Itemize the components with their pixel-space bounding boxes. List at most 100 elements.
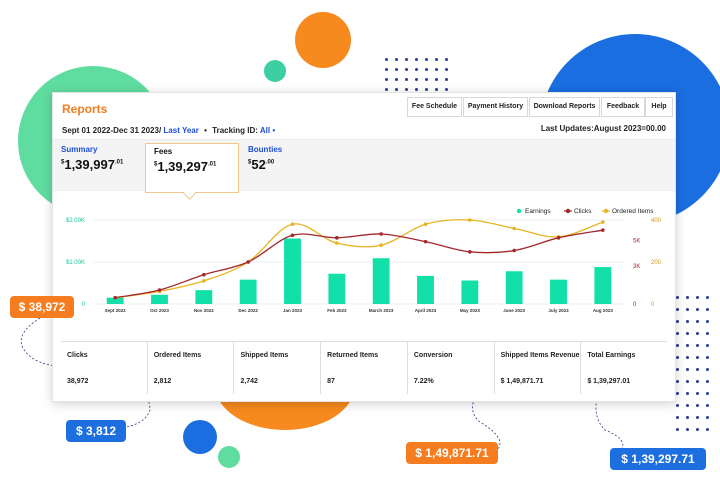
orange-circle-top-decor: [295, 12, 351, 68]
earnings-bar: [594, 267, 612, 304]
right-tick-label: 0: [633, 302, 637, 308]
earnings-bar: [372, 258, 390, 304]
x-tick-label: Oct 2023: [150, 308, 169, 313]
date-range: Sept 01 2022-Dec 31 2023/: [62, 126, 162, 135]
clicks-point: [157, 288, 162, 292]
x-tick-label: Feb 2023: [327, 308, 347, 313]
x-tick-label: March 2023: [369, 308, 394, 313]
bounties-tab[interactable]: Bounties $52.00: [248, 145, 282, 172]
ordered-items-point: [335, 241, 339, 245]
help-button[interactable]: Help: [645, 97, 673, 117]
earnings-bar: [239, 279, 257, 304]
clicks-line: [115, 229, 603, 299]
page-title: Reports: [62, 102, 108, 116]
earnings-bar: [417, 275, 434, 304]
x-tick-label: July 2023: [548, 308, 569, 313]
clicks-point: [379, 232, 383, 236]
stat-value: $ 1,39,297.01: [587, 378, 631, 385]
left-tick-label: $1.00K: [66, 260, 85, 266]
stat-label: Ordered Items: [153, 352, 202, 359]
download-reports-button[interactable]: Download Reports: [529, 97, 600, 117]
tracking-dot: •: [272, 126, 276, 135]
earnings-bar: [151, 294, 168, 304]
right-tick-label: 0: [651, 302, 655, 308]
stat-cell: Conversion 7.22%: [408, 342, 495, 394]
bounties-value: 52: [251, 157, 266, 172]
currency-symbol: $: [154, 161, 158, 168]
stat-cell: Ordered Items 2,812: [148, 342, 235, 394]
summary-tab[interactable]: Summary $1,39,997.01: [61, 145, 123, 172]
payment-history-button[interactable]: Payment History: [463, 97, 528, 117]
summary-decimal: .01: [114, 159, 124, 166]
ordered-items-point: [202, 279, 206, 283]
x-tick-label: May 2023: [460, 308, 481, 313]
bounties-decimal: .00: [265, 159, 275, 166]
clicks-point: [246, 260, 250, 264]
clicks-point: [335, 236, 339, 240]
clicks-badge: $ 38,972: [10, 296, 74, 318]
clicks-point: [113, 295, 117, 300]
right-tick-label: 3K: [633, 264, 640, 270]
clicks-point: [512, 248, 516, 253]
x-tick-label: April 2023: [415, 308, 437, 313]
stat-cell: Shipped Items 2,742: [234, 342, 322, 394]
legend-swatch: [516, 208, 522, 214]
left-tick-label: 0: [82, 302, 86, 308]
ordered-badge: $ 3,812: [66, 420, 126, 442]
currency-symbol: $: [248, 159, 252, 166]
period-selector[interactable]: Last Year: [163, 126, 199, 135]
currency-symbol: $: [61, 159, 65, 166]
earnings-bar: [550, 279, 567, 304]
stat-label: Shipped Items: [240, 352, 289, 359]
summary-value: 1,39,997: [64, 157, 115, 172]
fees-label: Fees: [154, 147, 173, 156]
stat-value: 7.22%: [413, 378, 434, 385]
date-range-row: Sept 01 2022-Dec 31 2023/ Last Year • Tr…: [62, 126, 275, 135]
stat-value: 2,812: [153, 378, 172, 385]
clicks-point: [556, 236, 561, 240]
x-tick-label: Dec 2022: [238, 308, 258, 313]
x-tick-label: Nov 2022: [194, 308, 214, 313]
fees-tab[interactable]: Fees $1,39,297.01: [145, 143, 239, 193]
stat-label: Returned Items: [327, 352, 379, 359]
right-tick-label: 200: [651, 260, 662, 266]
earnings-chart: $2.00K $1.00K 0 5K 3K 0 400 200 0 Sept 2022 Oct 20…: [66, 208, 662, 313]
legend-label: Ordered Items: [612, 208, 654, 215]
ordered-items-point: [512, 226, 516, 231]
right-tick-label: 400: [651, 218, 662, 224]
legend-label: Clicks: [574, 208, 592, 215]
green-dot-decor: [218, 446, 240, 468]
stat-label: Shipped Items Revenue: [500, 352, 580, 359]
legend-label: Earnings: [525, 208, 551, 215]
ordered-items-point: [601, 220, 605, 224]
stat-value: 87: [327, 378, 335, 385]
summary-label: Summary: [61, 145, 98, 154]
stat-label: Total Earnings: [587, 352, 636, 359]
reports-card: Reports Fee Schedule Payment History Dow…: [52, 92, 676, 402]
left-tick-label: $2.00K: [66, 218, 85, 224]
ordered-items-line: [115, 219, 604, 299]
x-tick-label: Aug 2023: [593, 308, 614, 313]
ordered-items-point: [468, 218, 472, 222]
fee-schedule-button[interactable]: Fee Schedule: [407, 97, 462, 117]
stat-value: $ 1,49,871.71: [500, 378, 544, 385]
earnings-bar: [328, 273, 346, 304]
bounties-label: Bounties: [248, 145, 283, 154]
last-updates: Last Updates:August 2023=00.00: [540, 124, 666, 133]
fees-value: 1,39,297: [157, 159, 208, 174]
stat-value: 38,972: [67, 378, 89, 385]
stat-cell: Clicks 38,972: [61, 342, 148, 394]
ordered-items-point: [290, 222, 295, 226]
teal-dot-decor: [264, 60, 286, 82]
tracking-label: Tracking ID:: [212, 126, 258, 135]
fees-decimal: .01: [207, 161, 217, 168]
stat-label: Conversion: [413, 352, 453, 359]
stats-row: Clicks 38,972 Ordered Items 2,812 Shipped It…: [61, 341, 667, 394]
x-tick-label: Sept 2022: [105, 308, 127, 313]
feedback-button[interactable]: Feedback: [601, 97, 645, 117]
tracking-id-selector[interactable]: All: [259, 126, 271, 135]
stat-label: Clicks: [67, 352, 88, 359]
earnings-bar: [106, 297, 124, 304]
earnings-bar: [284, 238, 301, 304]
right-tick-label: 5K: [633, 238, 640, 244]
